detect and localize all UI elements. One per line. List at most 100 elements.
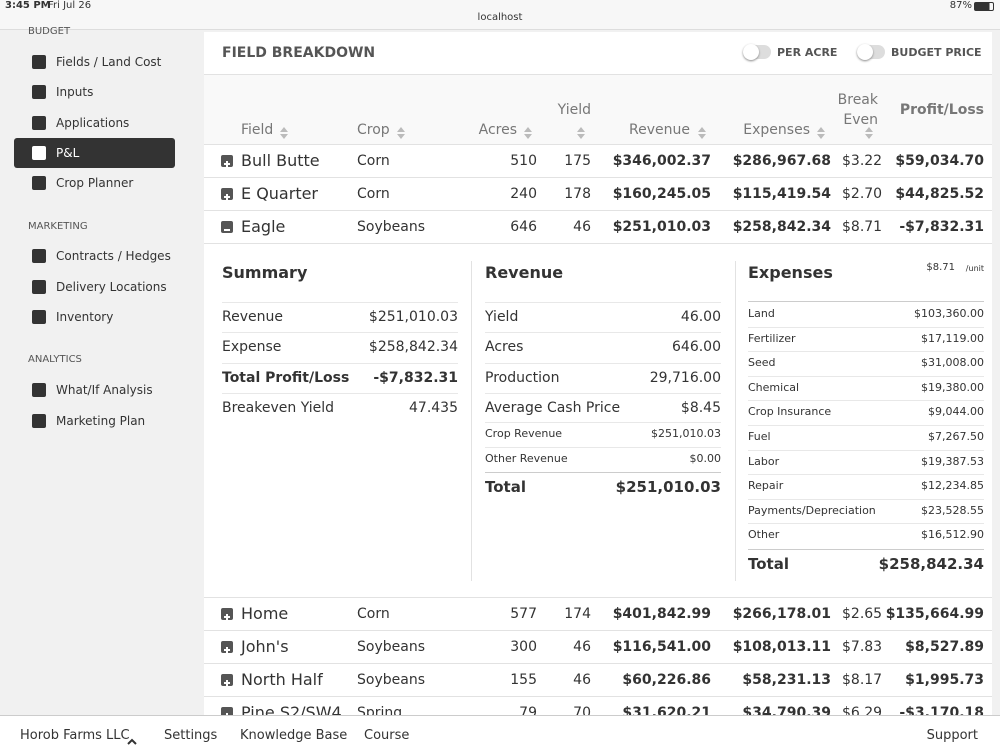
expense-label: Chemical: [748, 380, 800, 394]
divider: [748, 301, 984, 302]
nav-item[interactable]: What/If Analysis: [56, 383, 153, 397]
nav-item[interactable]: Fields / Land Cost: [56, 55, 162, 69]
cell: 240: [510, 186, 537, 202]
summary-value: $258,842.34: [368, 339, 458, 356]
cell: $346,002.37: [612, 153, 711, 169]
cell: 178: [564, 186, 591, 202]
support-link[interactable]: Support: [926, 728, 978, 743]
field-name[interactable]: North Half: [241, 670, 323, 689]
footer-link[interactable]: Knowledge Base: [240, 728, 348, 743]
column-header[interactable]: Crop: [357, 122, 390, 138]
divider: [748, 498, 984, 500]
cell: $115,419.54: [732, 186, 831, 202]
section-title: BUDGET: [28, 26, 71, 37]
footer-link[interactable]: Settings: [164, 728, 218, 743]
section-heading: Expenses: [748, 263, 833, 282]
cell: 46: [573, 639, 591, 655]
expense-total-label: Total: [748, 555, 789, 573]
field-name[interactable]: E Quarter: [241, 184, 319, 203]
revenue-value: 46.00: [680, 309, 721, 325]
column-header[interactable]: Profit/Loss: [899, 102, 984, 118]
cell: $135,664.99: [885, 606, 984, 622]
divider: [204, 597, 992, 598]
panel-title: FIELD BREAKDOWN: [222, 45, 376, 61]
expand-toggle[interactable]: [221, 188, 233, 200]
nav-item[interactable]: Applications: [56, 116, 130, 130]
expand-toggle[interactable]: [221, 155, 233, 167]
cell: Soybeans: [357, 672, 425, 688]
cell: 46: [573, 219, 591, 235]
expand-toggle[interactable]: [221, 641, 233, 653]
column-header[interactable]: Break Even: [837, 92, 878, 128]
nav-item[interactable]: Delivery Locations: [56, 280, 167, 294]
field-name[interactable]: Eagle: [241, 217, 286, 236]
expense-total-value: $258,842.34: [878, 555, 984, 573]
footer-link[interactable]: Course: [364, 728, 410, 743]
field-name[interactable]: Bull Butte: [241, 151, 320, 170]
column-header[interactable]: Revenue: [629, 122, 690, 138]
cell: $2.65: [842, 606, 883, 622]
cell: $1,995.73: [905, 672, 984, 688]
cell: $286,967.68: [732, 153, 831, 169]
cell: $8.71: [842, 219, 883, 235]
sort-icon: [280, 124, 288, 139]
revenue-total-label: Total: [485, 478, 526, 496]
toggle-label[interactable]: BUDGET PRICE: [891, 46, 982, 59]
expense-label: Repair: [748, 479, 784, 493]
revenue-label: Production: [485, 370, 560, 386]
divider: [748, 400, 984, 402]
divider: [485, 332, 721, 333]
nav-item[interactable]: Inputs: [56, 85, 94, 99]
nav-item[interactable]: Inventory: [56, 310, 114, 324]
cell: Corn: [357, 153, 390, 169]
divider: [485, 422, 721, 423]
column-header[interactable]: Acres: [478, 122, 517, 138]
nav-item[interactable]: Marketing Plan: [56, 414, 146, 428]
summary-value: $251,010.03: [368, 309, 458, 325]
nav-item[interactable]: P&L: [56, 146, 80, 160]
revenue-total-value: $251,010.03: [615, 478, 721, 496]
revenue-label: Other Revenue: [485, 452, 568, 465]
nav-item[interactable]: Contracts / Hedges: [56, 249, 171, 263]
field-name[interactable]: Home: [241, 604, 289, 623]
cell: $60,226.86: [622, 672, 711, 688]
divider: [485, 302, 721, 303]
divider: [204, 74, 992, 75]
field-name[interactable]: John's: [241, 637, 289, 656]
toggle-knob[interactable]: [743, 44, 759, 60]
nav-icon: [32, 55, 46, 69]
cell: $44,825.52: [895, 186, 984, 202]
cell: $58,231.13: [742, 672, 831, 688]
column-header[interactable]: Expenses: [743, 122, 810, 138]
nav-icon: [32, 116, 46, 130]
divider: [471, 261, 472, 581]
expense-value: $103,360.00: [914, 307, 984, 320]
expense-label: Labor: [748, 454, 780, 468]
section-heading: Revenue: [485, 263, 564, 282]
status-bar: [0, 0, 1000, 30]
expand-toggle[interactable]: [221, 608, 233, 620]
table-header-bg: [204, 75, 992, 145]
toggle-label[interactable]: PER ACRE: [777, 46, 838, 59]
divider: [222, 332, 458, 334]
nav-icon: [32, 146, 46, 160]
cell: 174: [564, 606, 591, 622]
expense-label: Other: [748, 528, 780, 542]
nav-icon: [32, 414, 46, 428]
column-header[interactable]: Field: [241, 122, 274, 138]
cell: 577: [510, 606, 537, 622]
nav-item[interactable]: Crop Planner: [56, 176, 134, 190]
toggle-knob[interactable]: [857, 44, 873, 60]
nav-icon: [32, 85, 46, 99]
company-menu[interactable]: Horob Farms LLC: [20, 728, 130, 743]
cell: $108,013.11: [732, 639, 831, 655]
expense-value: $7,267.50: [928, 430, 984, 443]
summary-value: -$7,832.31: [373, 369, 458, 386]
cell: $8,527.89: [905, 639, 984, 655]
nav-icon: [32, 249, 46, 263]
divider: [204, 663, 992, 664]
column-header[interactable]: Yield: [557, 102, 591, 118]
expand-toggle[interactable]: [221, 674, 233, 686]
divider: [748, 351, 984, 353]
expand-toggle[interactable]: [221, 221, 233, 233]
